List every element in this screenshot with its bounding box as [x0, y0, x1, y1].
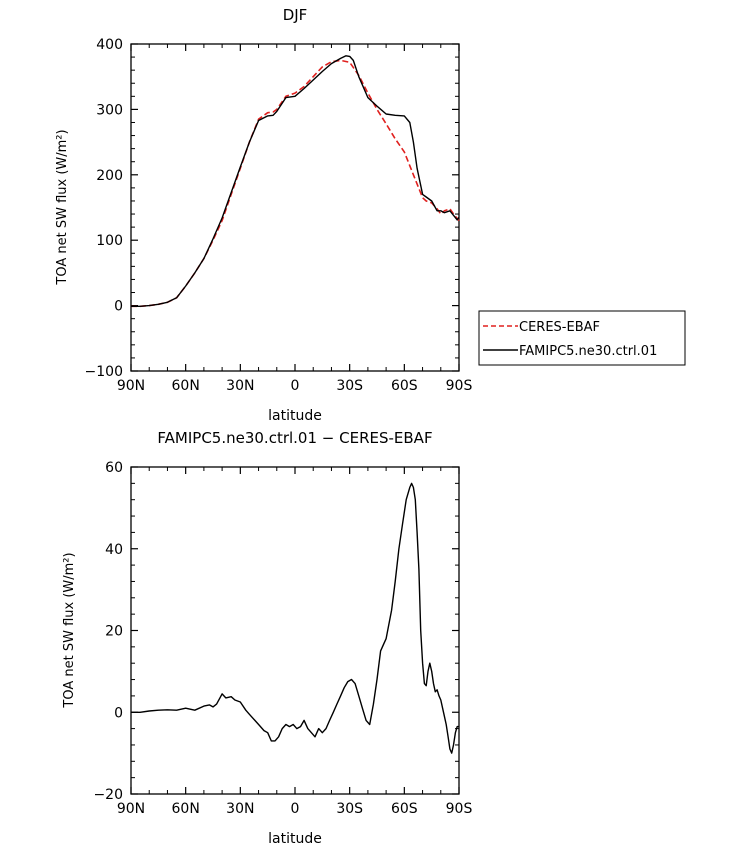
x-tick-label: 60N	[172, 378, 200, 394]
chart-title: FAMIPC5.ne30.ctrl.01 − CERES-EBAF	[157, 429, 432, 447]
chart-title: DJF	[283, 6, 308, 24]
x-axis-label: latitude	[268, 408, 322, 424]
series-line-ceres-ebaf	[131, 59, 460, 308]
y-axis-label: TOA net SW flux (W/m²)	[62, 552, 77, 708]
y-tick-label: 200	[96, 168, 123, 184]
series-line-famipc5-ne30-ctrl-01	[131, 55, 460, 307]
series-group	[131, 55, 460, 308]
series-line	[131, 482, 459, 754]
x-tick-label: 90N	[117, 801, 145, 817]
x-tick-label: 60N	[172, 801, 200, 817]
plot-frame	[130, 466, 460, 795]
x-axis-label: latitude	[268, 831, 322, 847]
y-tick-label: 20	[105, 624, 123, 640]
x-tick-label: 60S	[391, 801, 418, 817]
legend-label-ceres: CERES-EBAF	[519, 320, 600, 335]
x-tick-label: 30S	[336, 378, 363, 394]
y-tick-label: 400	[96, 37, 123, 53]
legend-box	[478, 310, 686, 366]
x-tick-label: 90N	[117, 378, 145, 394]
x-tick-label: 60S	[391, 378, 418, 394]
y-axis: −20 0 20 40 60	[93, 460, 459, 803]
y-tick-label: −20	[93, 787, 123, 803]
y-tick-label: 40	[105, 542, 123, 558]
y-axis: −100 0 100 200 300 400	[85, 37, 459, 380]
x-tick-label: 0	[291, 801, 300, 817]
chart-difference: FAMIPC5.ne30.ctrl.01 − CERES-EBAF −20 0 20…	[62, 429, 472, 847]
x-tick-label: 90S	[446, 801, 473, 817]
x-tick-label: 30N	[226, 378, 254, 394]
x-tick-label: 0	[291, 378, 300, 394]
y-tick-label: −100	[85, 364, 123, 380]
x-axis: 90N 60N 30N 0 30S 60S 90S	[117, 467, 473, 817]
x-axis: 90N 60N 30N 0 30S 60S 90S	[117, 44, 473, 394]
legend-label-famip: FAMIPC5.ne30.ctrl.01	[519, 344, 657, 359]
x-tick-label: 90S	[446, 378, 473, 394]
y-tick-label: 60	[105, 460, 123, 476]
y-tick-label: 0	[114, 705, 123, 721]
series-group	[131, 482, 459, 754]
x-tick-label: 30N	[226, 801, 254, 817]
y-tick-label: 100	[96, 233, 123, 249]
y-tick-label: 300	[96, 102, 123, 118]
y-tick-label: 0	[114, 299, 123, 315]
legend: CERES-EBAF FAMIPC5.ne30.ctrl.01	[478, 310, 686, 366]
y-axis-label: TOA net SW flux (W/m²)	[55, 129, 70, 285]
x-tick-label: 30S	[336, 801, 363, 817]
